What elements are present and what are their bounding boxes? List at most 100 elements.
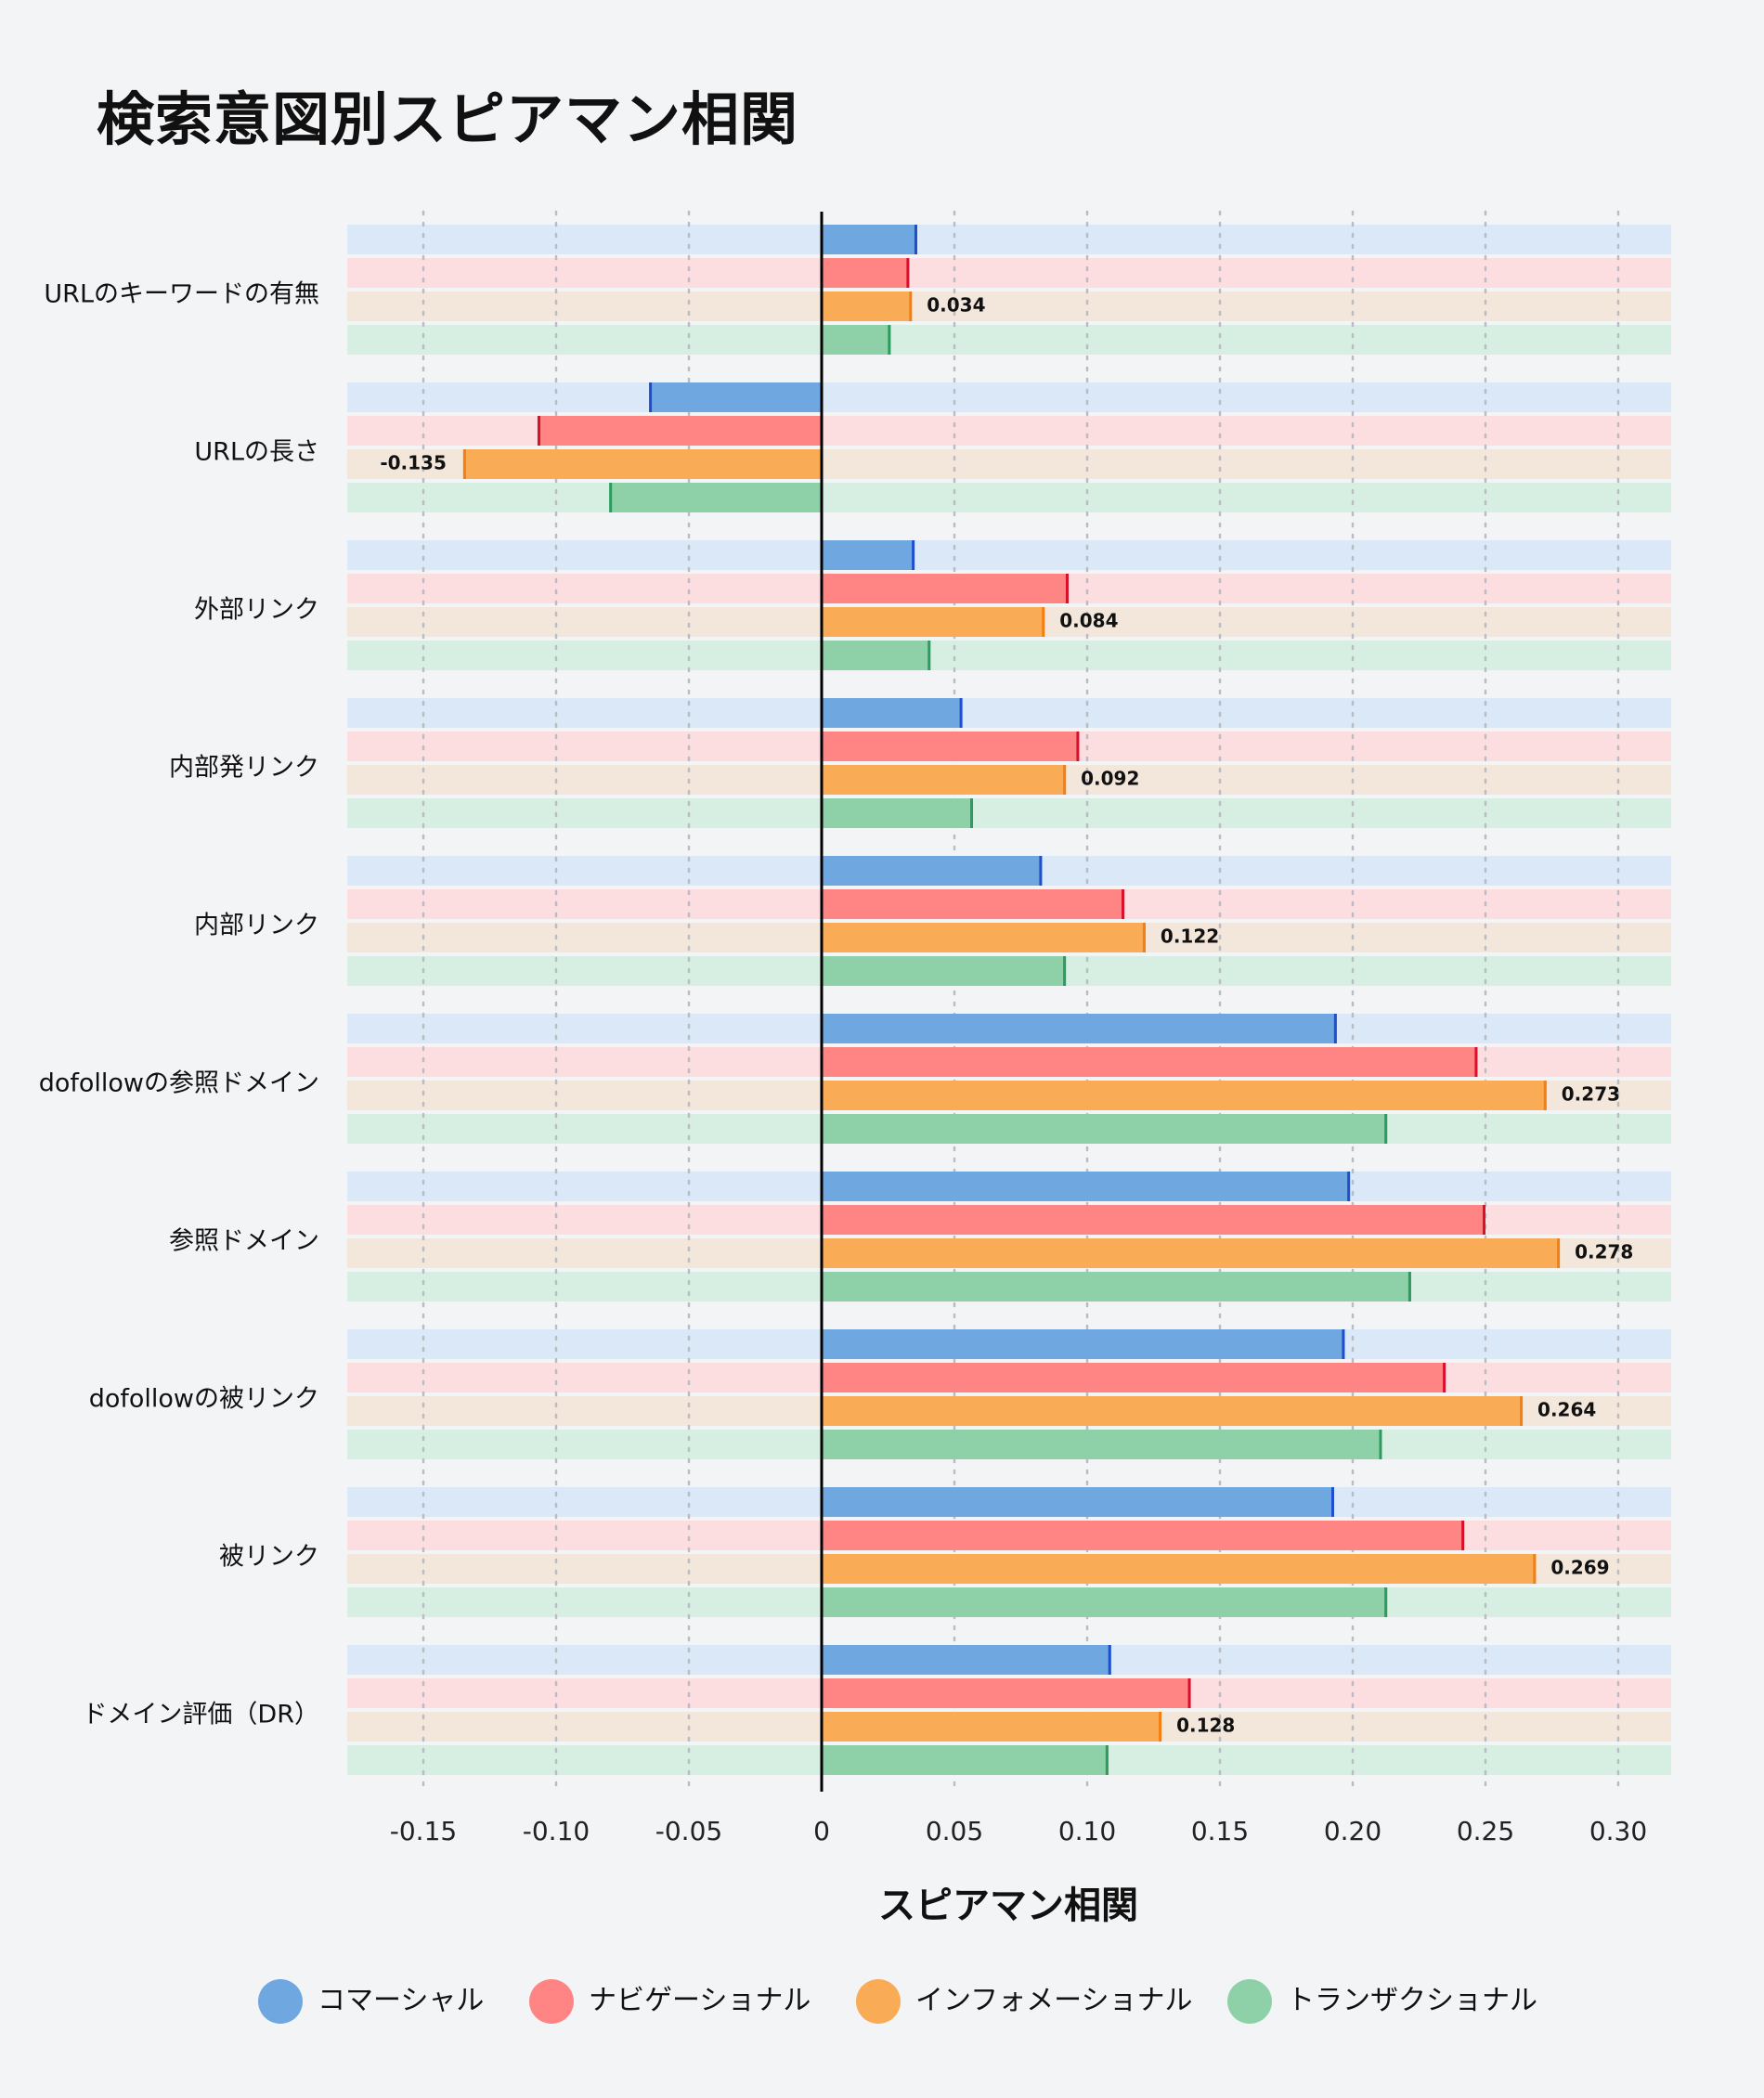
bar-end-cap [1105, 1745, 1109, 1775]
bar [462, 449, 822, 479]
bar-track [347, 291, 1671, 321]
x-axis-title-group: スピアマン相関 [878, 1884, 1138, 1927]
bar [822, 732, 1080, 761]
bar [822, 225, 917, 254]
bar [822, 1047, 1478, 1077]
bar-end-cap [1142, 923, 1146, 952]
bar [822, 956, 1067, 986]
legend-swatch [856, 1979, 901, 2024]
legend-item: コマーシャル [258, 1979, 484, 2024]
data-label: 0.122 [1161, 926, 1219, 948]
bar [822, 856, 1043, 886]
bar-end-cap [1347, 1172, 1351, 1201]
bar [822, 258, 910, 288]
bar [822, 1329, 1345, 1359]
category-label: 被リンク [219, 1543, 319, 1572]
x-tick-label: 0.20 [1324, 1816, 1381, 1846]
category-label: URLのキーワードの有無 [44, 280, 319, 309]
bar-track [347, 382, 1671, 412]
bar-end-cap [1520, 1396, 1524, 1426]
bar-end-cap [649, 382, 653, 412]
bar-end-cap [888, 325, 891, 355]
data-label: 0.264 [1537, 1399, 1596, 1421]
bar-end-cap [1039, 856, 1043, 886]
bar [822, 1114, 1388, 1144]
bar-end-cap [1333, 1014, 1337, 1043]
chart-title: 検索意図別スピアマン相関 [97, 85, 799, 153]
legend-label: トランザクショナル [1287, 1985, 1537, 2017]
x-tick-label: 0.05 [926, 1816, 983, 1846]
bar [822, 1396, 1524, 1426]
bar [822, 1645, 1111, 1675]
bar-end-cap [1063, 956, 1067, 986]
bar-end-cap [1379, 1430, 1382, 1459]
category-label: dofollowの被リンク [89, 1385, 319, 1414]
bar [822, 1363, 1446, 1392]
bar [822, 923, 1146, 952]
bar-track [347, 798, 1671, 828]
bar-track [347, 225, 1671, 254]
legend-item: インフォメーショナル [856, 1979, 1193, 2024]
data-label: 0.269 [1550, 1557, 1609, 1579]
data-label: 0.092 [1081, 768, 1139, 790]
bar-end-cap [1384, 1114, 1388, 1144]
bar [822, 889, 1125, 919]
bar-end-cap [1159, 1712, 1162, 1742]
data-label: 0.273 [1562, 1083, 1620, 1106]
bar-end-cap [970, 798, 974, 828]
bar-end-cap [959, 698, 963, 728]
bar [822, 1521, 1465, 1550]
bar [822, 1238, 1561, 1268]
legend-item: ナビゲーショナル [529, 1979, 811, 2024]
bar [822, 698, 963, 728]
legend-swatch [529, 1979, 574, 2024]
bar [822, 607, 1045, 637]
legend-item: トランザクショナル [1227, 1979, 1537, 2024]
legend-swatch [258, 1979, 303, 2024]
bar [609, 483, 822, 512]
bar [822, 1487, 1334, 1517]
bar-end-cap [1461, 1521, 1465, 1550]
bar [822, 1430, 1382, 1459]
category-label: 内部リンク [194, 912, 319, 940]
x-tick-label: 0.30 [1589, 1816, 1647, 1846]
bar-track [347, 258, 1671, 288]
data-labels: 0.034 -0.135 0.084 0.092 0.122 0.273 0.278 0.26… [380, 294, 1633, 1737]
legend: コマーシャル ナビゲーショナル インフォメーショナル トランザクショナル [258, 1979, 1537, 2024]
bar [822, 1712, 1162, 1742]
category-label: URLの長さ [194, 438, 319, 467]
bar-end-cap [1330, 1487, 1334, 1517]
bar [822, 1678, 1191, 1708]
bar [822, 765, 1067, 795]
bar-end-cap [1065, 574, 1069, 603]
bar-end-cap [537, 416, 540, 446]
x-tick-label: -0.05 [655, 1816, 722, 1846]
bar [822, 1272, 1411, 1302]
bar [822, 641, 931, 670]
data-label: 0.128 [1176, 1715, 1235, 1737]
bar-end-cap [1187, 1678, 1191, 1708]
bar-end-cap [1543, 1081, 1547, 1110]
bar-end-cap [1342, 1329, 1345, 1359]
bar-end-cap [1533, 1554, 1537, 1584]
bar [822, 1205, 1485, 1235]
bar-end-cap [1108, 1645, 1111, 1675]
bar [822, 1172, 1351, 1201]
x-tick-label: 0.15 [1191, 1816, 1249, 1846]
bar-track [347, 641, 1671, 670]
bar [537, 416, 822, 446]
bar-track [347, 540, 1671, 570]
bar-end-cap [1483, 1205, 1485, 1235]
bar-end-cap [1443, 1363, 1446, 1392]
category-label: dofollowの参照ドメイン [39, 1069, 319, 1098]
x-tick-label: -0.15 [390, 1816, 457, 1846]
bar [649, 382, 822, 412]
x-tick-label: 0.25 [1457, 1816, 1514, 1846]
bar-track [347, 698, 1671, 728]
x-tick-label: 0.10 [1058, 1816, 1116, 1846]
legend-label: ナビゲーショナル [589, 1985, 811, 2017]
bar [822, 1745, 1109, 1775]
data-label: -0.135 [380, 452, 447, 474]
bar-end-cap [1076, 732, 1080, 761]
